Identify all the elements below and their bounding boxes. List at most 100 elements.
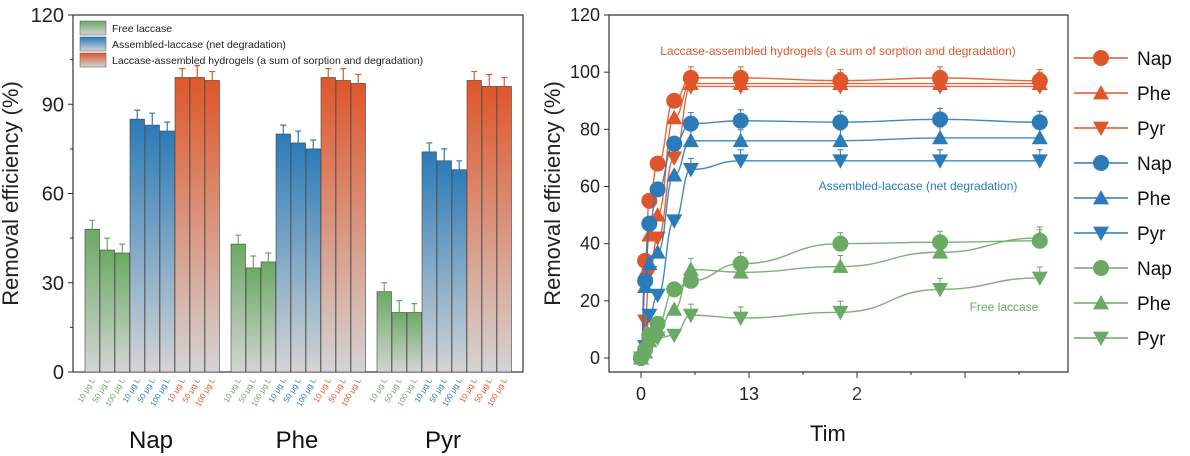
marker-triangle-down (682, 308, 699, 324)
y-tick-label: 80 (580, 119, 600, 139)
error-bar (265, 252, 272, 262)
marker-triangle-down (666, 328, 683, 344)
marker-triangle-down (1031, 271, 1048, 286)
marker-triangle-down (732, 154, 749, 169)
marker-triangle-down (666, 214, 683, 229)
marker-circle (649, 155, 666, 172)
marker-triangle-up (666, 301, 683, 316)
fade-overlay (850, 383, 1190, 405)
y-tick-label: 120 (570, 5, 600, 25)
marker-circle (666, 92, 683, 109)
error-bar (396, 300, 403, 313)
marker-circle (1093, 260, 1109, 276)
annotation-hydrogel: Laccase-assembled hydrogels (a sum of so… (660, 44, 1016, 58)
marker-circle (832, 235, 849, 252)
marker-circle (682, 115, 699, 132)
x-tick-label: 0 (636, 384, 646, 404)
annotation-assembled: Assembled-laccase (net degradation) (819, 179, 1018, 193)
legend-label: Laccase-assembled hydrogels (a sum of so… (112, 55, 423, 67)
y-tick-label: 30 (42, 273, 64, 295)
error-bar (456, 160, 463, 170)
marker-triangle-up (1031, 129, 1048, 145)
error-bar (250, 255, 257, 268)
legend-label: Phe (1137, 294, 1171, 315)
line-chart: 0 20 40 60 80 100 120 Removal efficiency (%) 0 13… (540, 5, 1190, 456)
bar (406, 312, 422, 373)
error-bar (310, 139, 317, 149)
y-tick-label: 100 (570, 62, 600, 82)
error-bar (134, 109, 141, 120)
legend-swatch (79, 52, 107, 68)
bar (436, 160, 452, 373)
marker-triangle-up (649, 244, 666, 259)
marker-triangle-up (932, 244, 949, 259)
group-label: Nap (129, 427, 173, 454)
marker-circle (641, 215, 658, 232)
annotation-free: Free laccase (970, 300, 1039, 314)
marker-circle (832, 114, 849, 131)
y-tick-label: 0 (590, 348, 600, 368)
marker-triangle-down (732, 311, 749, 326)
marker-triangle-down (932, 80, 949, 95)
bar (391, 312, 407, 373)
marker-circle (666, 135, 683, 152)
error-bar (280, 124, 287, 134)
legend-label: Phe (1137, 84, 1171, 105)
marker-circle (1093, 50, 1109, 66)
error-bar (381, 282, 388, 292)
marker-triangle-up (732, 132, 749, 148)
marker-triangle-down (932, 154, 949, 169)
marker-circle (732, 112, 749, 129)
marker-triangle-up (932, 129, 949, 145)
marker-circle (666, 281, 683, 298)
marker-triangle-down (666, 151, 683, 166)
legend-label: Nap (1137, 154, 1172, 175)
error-bar (426, 142, 433, 152)
bar (159, 130, 175, 373)
legend-label: Pyr (1137, 224, 1166, 245)
bar (260, 261, 276, 373)
bar (174, 77, 190, 373)
legend-label: Free laccase (112, 23, 172, 35)
x-tick-label: 13 (739, 384, 759, 404)
y-tick-label: 20 (580, 291, 600, 311)
marker-triangle-up (637, 278, 654, 293)
y-tick-label: 0 (53, 362, 64, 384)
bar (84, 228, 100, 373)
error-bar (164, 121, 171, 132)
error-bar (209, 70, 216, 81)
legend-label: Pyr (1137, 119, 1166, 140)
marker-triangle-down (1093, 121, 1109, 136)
bar (481, 86, 497, 373)
marker-triangle-down (641, 308, 658, 324)
marker-circle (1031, 114, 1048, 131)
bar (290, 142, 306, 373)
error-bar (471, 70, 478, 81)
marker-triangle-up (682, 261, 699, 276)
y-tick-label: 60 (42, 184, 64, 206)
legend-label: Phe (1137, 189, 1171, 210)
legend-label: Assembled-laccase (net degradation) (112, 39, 286, 51)
plot-frame (608, 14, 1069, 373)
marker-triangle-up (1093, 295, 1109, 310)
fade-overlay (850, 418, 1190, 456)
x-axis-label: Tim (810, 421, 846, 446)
marker-circle (649, 181, 666, 198)
legend-label: Pyr (1137, 329, 1166, 350)
marker-circle (932, 111, 949, 128)
error-bar (501, 76, 508, 87)
marker-triangle-down (649, 231, 666, 246)
error-bar (340, 67, 347, 81)
y-axis-label: Removal efficiency (%) (540, 81, 565, 306)
legend-label: Nap (1137, 259, 1172, 280)
bar (99, 249, 115, 373)
marker-triangle-down (649, 288, 666, 304)
error-bar (486, 73, 493, 87)
bar (189, 77, 205, 373)
error-bar (355, 73, 362, 84)
bar (376, 291, 392, 373)
bar (204, 80, 220, 373)
